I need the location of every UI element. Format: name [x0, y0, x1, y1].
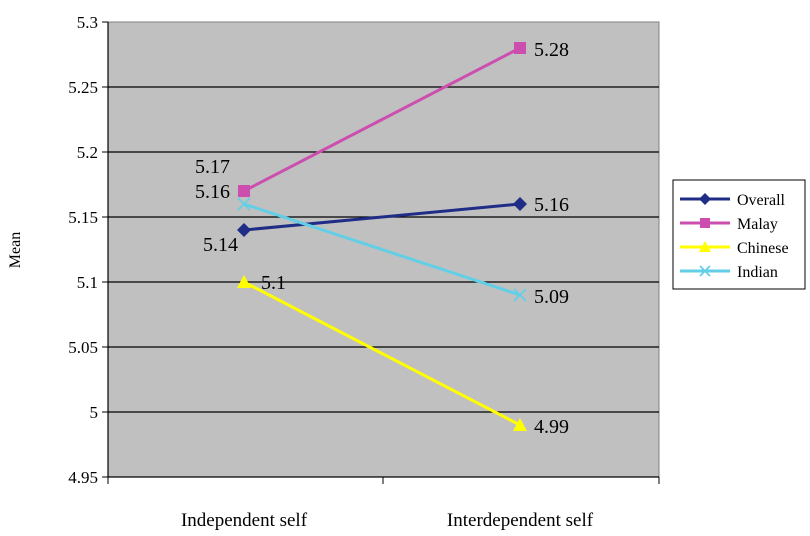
y-axis-title: Mean — [7, 232, 24, 268]
data-label: 5.16 — [534, 194, 569, 216]
legend-label: Chinese — [737, 240, 789, 257]
marker-x-stroke — [513, 288, 527, 302]
marker-x-stroke — [699, 265, 711, 277]
legend-item-chinese: Chinese — [680, 240, 789, 257]
axes: Mean 4.95 5 5.05 5.1 5.15 5.2 5.25 5.3 Independe… — [7, 13, 660, 531]
marker-x — [513, 288, 527, 302]
gridlines — [108, 86, 659, 413]
series-overall — [237, 197, 527, 237]
y-tick-label: 5.3 — [77, 13, 98, 32]
marker-square — [238, 185, 250, 197]
marker-triangle — [237, 275, 251, 288]
series-line — [243, 202, 521, 297]
legend-item-malay: Malay — [680, 216, 778, 233]
y-tick-label: 5.1 — [77, 273, 98, 292]
series-chinese — [237, 275, 527, 431]
data-label: 5.14 — [203, 234, 238, 256]
series — [237, 42, 527, 431]
marker-x-stroke — [237, 197, 251, 211]
marker-diamond — [237, 223, 251, 237]
series-indian — [237, 197, 527, 302]
legend-label: Malay — [737, 216, 778, 233]
marker-diamond — [513, 197, 527, 211]
data-label: 4.99 — [534, 416, 569, 438]
marker-diamond — [699, 193, 711, 205]
legend-label: Overall — [737, 192, 786, 209]
series-line — [243, 46, 521, 193]
marker-triangle — [699, 241, 711, 252]
y-tick-label: 4.95 — [68, 468, 98, 487]
series-malay — [238, 42, 526, 197]
data-label: 5.16 — [195, 181, 230, 203]
data-label: 5.09 — [534, 286, 569, 308]
data-label: 5.1 — [261, 272, 286, 294]
x-category-label: Independent self — [181, 510, 308, 531]
series-line — [243, 280, 521, 427]
marker-square — [700, 218, 710, 228]
data-label: 5.28 — [534, 39, 569, 61]
x-category-label: Interdependent self — [447, 510, 594, 531]
legend: Overall Malay Chinese Indian — [672, 179, 806, 290]
marker-square — [514, 42, 526, 54]
legend-item-overall: Overall — [680, 192, 786, 209]
y-tick-label: 5 — [90, 403, 99, 422]
data-labels: 5.14 5.16 5.17 5.28 5.1 4.99 5.16 5.09 — [195, 39, 569, 438]
y-tick-label: 5.15 — [68, 208, 98, 227]
legend-label: Indian — [737, 264, 778, 281]
y-tick-label: 5.25 — [68, 78, 98, 97]
legend-item-indian: Indian — [680, 264, 778, 281]
y-tick-label: 5.05 — [68, 338, 98, 357]
series-line — [243, 202, 521, 232]
data-label: 5.17 — [195, 156, 230, 178]
marker-triangle — [513, 418, 527, 431]
y-tick-label: 5.2 — [77, 143, 98, 162]
marker-x — [237, 197, 251, 211]
marker-x — [699, 265, 711, 277]
